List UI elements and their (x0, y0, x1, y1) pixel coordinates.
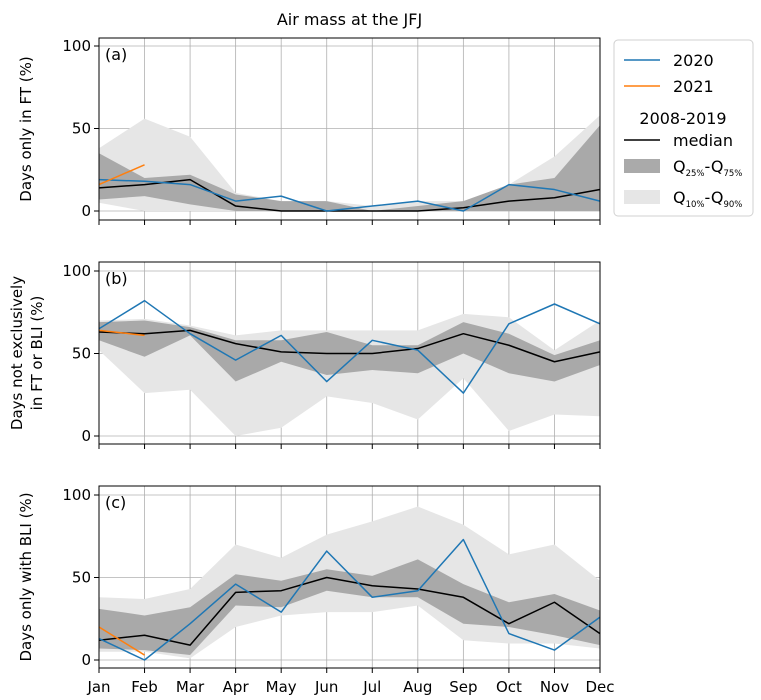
y-tick-label: 0 (81, 427, 91, 445)
x-tick-label: Sep (449, 678, 477, 696)
series-2021-line (98, 164, 145, 186)
q25-q75-band (99, 559, 600, 656)
y-tick-label: 50 (72, 120, 91, 138)
legend-label: median (673, 131, 733, 150)
legend-label: Q10%-Q90% (673, 188, 742, 210)
panel-a: 0 50 100 (a) Days only in FT (%) (17, 37, 601, 225)
chart-title: Air mass at the JFJ (277, 10, 422, 29)
y-tick-label: 100 (62, 37, 91, 55)
x-tick-label: Jul (362, 678, 381, 696)
legend-swatch-patch (624, 190, 660, 204)
q25-q75-band (99, 320, 600, 382)
y-axis-label: Days only in FT (%) (17, 56, 35, 201)
x-tick-label: Apr (223, 678, 250, 696)
y-axis-label: in FT or BLI (%) (28, 296, 46, 411)
q25-q75-band (99, 125, 600, 211)
x-tick-label: Jun (314, 678, 338, 696)
panel-label: (c) (105, 493, 126, 512)
x-tick-label: Mar (176, 678, 205, 696)
y-tick-label: 100 (62, 486, 91, 504)
x-tick-label: Dec (585, 678, 614, 696)
q10-q90-band (99, 115, 600, 211)
median-line (98, 576, 601, 646)
x-tick-label: May (266, 678, 297, 696)
panel-c: 0 50 100 (c) Days only with BLI (%) (17, 485, 601, 673)
legend-swatch-patch (624, 159, 660, 173)
legend-header: 2008-2019 (639, 109, 726, 128)
x-tick-label: Oct (496, 678, 522, 696)
x-tick-label: Jan (86, 678, 110, 696)
legend-label: 2020 (673, 51, 714, 70)
y-tick-label: 100 (62, 262, 91, 280)
x-tick-label: Aug (403, 678, 432, 696)
y-tick-label: 50 (72, 569, 91, 587)
series-2021-line (98, 329, 145, 337)
y-tick-label: 50 (72, 345, 91, 363)
y-axis-label: Days not exclusively (8, 276, 26, 430)
series-2021-line (98, 626, 145, 656)
legend-label: 2021 (673, 77, 714, 96)
x-tick-label: Feb (131, 678, 158, 696)
panel-label: (b) (105, 269, 128, 288)
series-2020-line (98, 299, 601, 394)
median-line (98, 329, 601, 363)
series-2020-line (98, 538, 601, 661)
y-tick-label: 0 (81, 651, 91, 669)
legend-label: Q25%-Q75% (673, 157, 742, 179)
series-2020-line (98, 178, 601, 212)
median-line (98, 178, 601, 212)
y-tick-label: 0 (81, 202, 91, 220)
y-axis-label: Days only with BLI (%) (17, 492, 35, 661)
x-tick-label: Nov (540, 678, 569, 696)
panel-b: 0 50 100 (b) Days not exclusively in FT or BL… (8, 261, 601, 449)
legend: 2020 2021 2008-2019 median Q25%-Q75% Q10%-Q90… (613, 39, 754, 217)
panel-label: (a) (105, 45, 127, 64)
